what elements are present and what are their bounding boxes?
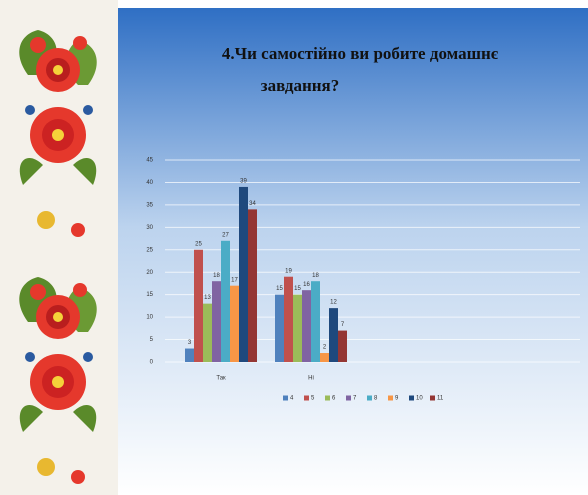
y-tick-label: 45 xyxy=(146,158,153,164)
y-tick-label: 35 xyxy=(146,202,153,208)
legend-label: 9 xyxy=(395,396,399,402)
bar xyxy=(311,281,320,362)
legend-swatch xyxy=(304,395,309,401)
legend-label: 4 xyxy=(290,396,294,402)
data-label: 27 xyxy=(222,232,229,238)
legend-label: 11 xyxy=(437,396,444,402)
legend-label: 8 xyxy=(374,396,378,402)
y-tick-label: 5 xyxy=(150,337,154,343)
data-label: 13 xyxy=(204,295,211,301)
data-label: 18 xyxy=(213,273,220,279)
data-label: 7 xyxy=(341,322,345,328)
data-label: 17 xyxy=(231,277,238,283)
legend-swatch xyxy=(388,395,393,401)
legend-swatch xyxy=(346,395,351,401)
bar xyxy=(320,353,329,362)
data-label: 2 xyxy=(323,345,327,351)
y-tick-label: 30 xyxy=(146,225,153,231)
x-tick-label: Так xyxy=(216,376,226,382)
legend-label: 5 xyxy=(311,396,315,402)
legend-label: 10 xyxy=(416,396,423,402)
bar xyxy=(275,294,284,362)
data-label: 39 xyxy=(240,179,247,185)
data-label: 19 xyxy=(285,268,292,274)
y-tick-label: 10 xyxy=(146,315,153,321)
bar xyxy=(230,285,239,362)
bar xyxy=(203,303,212,362)
data-label: 12 xyxy=(330,300,337,306)
bar xyxy=(194,249,203,362)
data-label: 34 xyxy=(249,201,256,207)
y-tick-label: 40 xyxy=(146,180,153,186)
bar xyxy=(284,276,293,362)
bar xyxy=(338,330,347,362)
legend-swatch xyxy=(367,395,372,401)
bar xyxy=(239,186,248,362)
bar xyxy=(248,209,257,362)
legend-label: 6 xyxy=(332,396,336,402)
data-label: 18 xyxy=(312,273,319,279)
slide-bg xyxy=(118,8,588,495)
legend-swatch xyxy=(283,395,288,401)
bar xyxy=(212,281,221,362)
bar xyxy=(221,240,230,362)
bar xyxy=(185,348,194,362)
y-tick-label: 20 xyxy=(146,270,153,276)
bar xyxy=(293,294,302,362)
data-label: 16 xyxy=(303,282,310,288)
data-label: 15 xyxy=(276,286,283,292)
chart-title: 4.Чи самостійно ви робите домашнє завданн… xyxy=(222,44,499,95)
legend-label: 7 xyxy=(353,396,357,402)
data-label: 3 xyxy=(188,340,192,346)
x-tick-label: Ні xyxy=(308,376,314,382)
legend-swatch xyxy=(430,395,435,401)
y-tick-label: 25 xyxy=(146,247,153,253)
legend-swatch xyxy=(325,395,330,401)
y-tick-label: 0 xyxy=(150,360,154,366)
plot: 051015202530354045Так325131827173934Ні15… xyxy=(146,158,580,402)
y-tick-label: 15 xyxy=(146,292,153,298)
data-label: 25 xyxy=(195,241,202,247)
bar xyxy=(302,290,311,362)
legend-swatch xyxy=(409,395,414,401)
bar xyxy=(329,308,338,362)
data-label: 15 xyxy=(294,286,301,292)
